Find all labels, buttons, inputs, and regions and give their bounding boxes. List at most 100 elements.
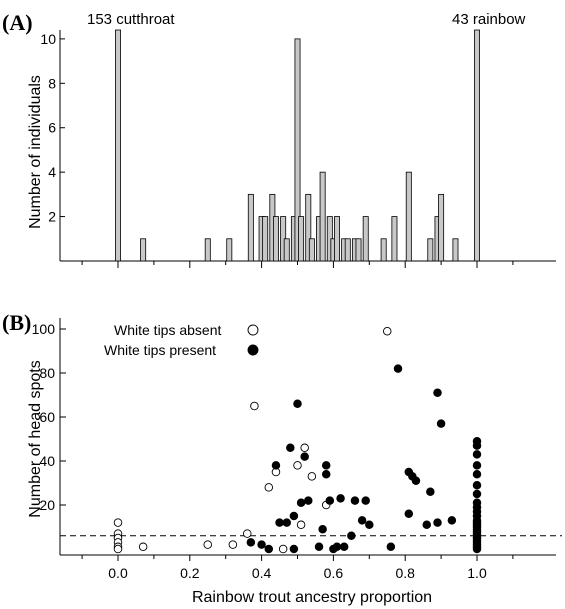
point-white-tips-absent: [293, 461, 302, 470]
legend-marker-open: [247, 324, 259, 336]
point-white-tips-present: [365, 520, 374, 530]
point-white-tips-present: [422, 520, 431, 530]
annotation-rainbow: 43 rainbow: [452, 11, 526, 28]
histogram-bar: [140, 238, 147, 262]
point-white-tips-present: [339, 542, 349, 552]
bars: [115, 29, 480, 262]
point-white-tips-present: [350, 496, 360, 505]
x-tick-label-b: 0.2: [180, 565, 200, 581]
axes-b: 20 40 60 80 100 0.0 0.2 0.4 0.6 0.8 1.0: [32, 318, 562, 581]
legend: White tips absent White tips present: [104, 322, 259, 358]
histogram-bar: [452, 238, 459, 262]
point-white-tips-present: [472, 480, 482, 490]
point-white-tips-absent: [242, 529, 252, 538]
legend-label-absent: White tips absent: [114, 322, 221, 338]
point-white-tips-present: [289, 544, 299, 554]
histogram-bar: [115, 29, 121, 262]
point-white-tips-present: [289, 511, 299, 521]
x-axis-title: Rainbow trout ancestry proportion: [192, 589, 432, 606]
y-tick-label-a: 10: [40, 31, 56, 47]
point-white-tips-present: [293, 399, 302, 409]
y-tick-label-b: 20: [39, 497, 55, 513]
panel-label-a: (A): [2, 10, 33, 35]
point-white-tips-present: [472, 450, 482, 459]
y-tick-label-a: 6: [48, 120, 56, 136]
point-white-tips-present: [296, 498, 306, 508]
point-white-tips-present: [472, 441, 482, 450]
point-white-tips-present: [332, 542, 342, 552]
histogram-bar: [362, 216, 369, 262]
point-white-tips-absent: [113, 544, 123, 554]
point-white-tips-present: [472, 461, 482, 470]
point-white-tips-present: [472, 544, 482, 554]
x-tick-label-b: 0.6: [324, 565, 344, 581]
point-white-tips-absent: [383, 326, 392, 336]
point-white-tips-absent: [264, 483, 274, 492]
point-white-tips-present: [271, 461, 281, 470]
histogram-bar: [474, 29, 480, 262]
point-white-tips-present: [257, 540, 266, 549]
x-tick-label-b: 0.4: [252, 565, 272, 581]
histogram-bar: [298, 216, 305, 262]
point-white-tips-absent: [250, 401, 259, 411]
point-white-tips-present: [318, 524, 327, 534]
point-white-tips-present: [325, 496, 335, 505]
histogram-bar: [272, 216, 279, 262]
point-white-tips-present: [246, 538, 256, 547]
point-white-tips-present: [321, 461, 331, 470]
point-white-tips-present: [347, 531, 356, 541]
y-tick-label-a: 8: [48, 75, 56, 91]
histogram-bar: [305, 193, 312, 262]
point-white-tips-present: [472, 489, 482, 499]
point-white-tips-present: [433, 388, 442, 398]
histogram-bar: [405, 171, 412, 262]
histogram-panel: (A) 153 cutthroat 43 rainbow Number of i…: [2, 10, 556, 268]
point-white-tips-present: [386, 542, 396, 552]
point-white-tips-absent: [300, 443, 309, 453]
histogram-bar: [391, 216, 398, 262]
point-white-tips-absent: [307, 472, 317, 481]
point-white-tips-present: [411, 476, 421, 486]
histogram-bar: [334, 216, 340, 262]
point-white-tips-present: [321, 469, 331, 479]
point-white-tips-present: [275, 518, 284, 527]
panel-label-b: (B): [2, 310, 31, 335]
legend-label-present: White tips present: [104, 342, 216, 358]
point-white-tips-present: [282, 518, 291, 527]
y-tick-label-a: 2: [48, 209, 56, 225]
histogram-bar: [380, 238, 387, 262]
legend-marker-filled: [247, 344, 259, 356]
point-white-tips-present: [286, 443, 295, 453]
scatter-panel: (B) Number of head spots Rainbow trout a…: [2, 310, 562, 606]
histogram-bar: [319, 171, 326, 262]
point-white-tips-absent: [138, 542, 148, 552]
point-white-tips-present: [472, 469, 482, 479]
x-tick-label-b: 0.0: [108, 565, 128, 581]
point-white-tips-absent: [228, 540, 238, 549]
point-white-tips-present: [433, 518, 442, 527]
histogram-bar: [283, 238, 290, 262]
point-white-tips-present: [304, 496, 313, 505]
histogram-bar: [355, 238, 362, 262]
histogram-bar: [204, 238, 211, 262]
histogram-bar: [344, 238, 351, 262]
point-white-tips-present: [404, 509, 414, 519]
point-white-tips-present: [314, 542, 324, 552]
y-axis-title-b: Number of head spots: [27, 360, 44, 517]
point-white-tips-present: [361, 496, 370, 505]
y-tick-label-b: 80: [39, 365, 55, 381]
point-white-tips-present: [336, 494, 345, 503]
y-tick-label-b: 40: [39, 453, 55, 469]
point-white-tips-absent: [203, 540, 212, 549]
point-white-tips-present: [436, 419, 446, 428]
point-white-tips-present: [357, 516, 367, 525]
x-tick-label-b: 1.0: [467, 565, 487, 581]
y-tick-label-a: 4: [48, 164, 56, 180]
histogram-bar: [427, 238, 434, 262]
point-white-tips-absent: [278, 544, 288, 554]
point-white-tips-absent: [113, 518, 123, 527]
y-tick-label-b: 100: [32, 321, 56, 337]
point-white-tips-present: [426, 487, 435, 497]
y-tick-label-b: 60: [39, 409, 55, 425]
